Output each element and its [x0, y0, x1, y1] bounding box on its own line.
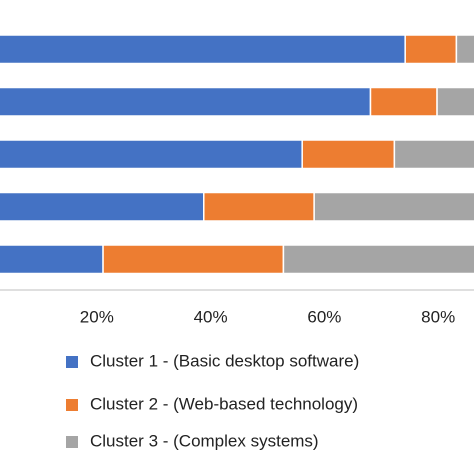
legend-label: Cluster 2 - (Web-based technology): [90, 394, 358, 413]
bar-segment: [313, 191, 474, 222]
bar-segment: [282, 244, 474, 275]
bar-segment: [369, 86, 438, 117]
x-tick-label: 60%: [307, 307, 341, 326]
legend-swatch: [66, 399, 78, 411]
bar-segment: [0, 191, 205, 222]
bar-segment: [393, 139, 474, 170]
legend-label: Cluster 1 - (Basic desktop software): [90, 351, 359, 370]
bar-segment: [0, 139, 303, 170]
bar-segment: [0, 86, 372, 117]
bar-segment: [203, 191, 315, 222]
x-tick-label: 40%: [194, 307, 228, 326]
legend-label: Cluster 3 - (Complex systems): [90, 431, 319, 450]
bar-segment: [404, 34, 458, 65]
bar-segment: [102, 244, 285, 275]
bar-segment: [436, 86, 474, 117]
legend-swatch: [66, 436, 78, 448]
bar-segment: [455, 34, 474, 65]
x-tick-label: 80%: [421, 307, 455, 326]
bar-segment: [301, 139, 396, 170]
bar-segment: [0, 34, 406, 65]
legend-swatch: [66, 356, 78, 368]
bar-segment: [0, 244, 104, 275]
x-tick-label: 20%: [80, 307, 114, 326]
